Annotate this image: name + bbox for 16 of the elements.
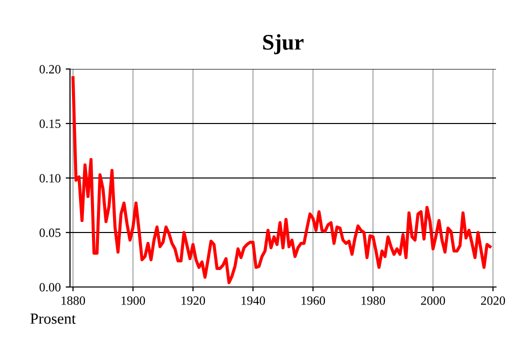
line-series <box>71 76 492 284</box>
y-tick-label: 0.00 <box>40 283 60 292</box>
y-tick-label: 0.10 <box>40 174 60 183</box>
x-tick-label: 2020 <box>481 296 506 305</box>
x-tick-label: 1880 <box>62 296 86 305</box>
x-tick-label: 1920 <box>182 296 206 305</box>
x-tick-label: 1980 <box>362 296 386 305</box>
x-tick-label: 1940 <box>242 296 266 305</box>
x-tick-label: 2000 <box>421 296 446 305</box>
y-tick-label: 0.15 <box>40 120 60 128</box>
x-tick-label: 1960 <box>302 296 326 305</box>
y-axis-title: Prosent <box>30 314 76 324</box>
x-tick-label: 1900 <box>122 296 146 305</box>
chart-title: Sjur <box>263 34 304 54</box>
y-tick-label: 0.05 <box>40 228 60 238</box>
y-tick-label: 0.20 <box>40 65 60 74</box>
